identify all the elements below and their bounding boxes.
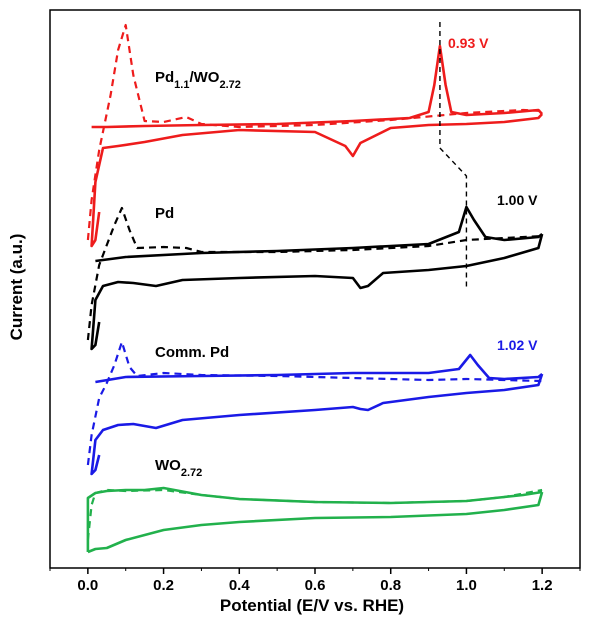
series-label: Pd1.1/WO2.72 xyxy=(155,69,241,91)
series-solid-forward xyxy=(87,491,544,554)
series-label-subscript: 2.72 xyxy=(219,79,240,91)
plot-frame xyxy=(49,9,581,569)
peak-guide-line xyxy=(439,22,468,290)
series-3 xyxy=(86,486,544,554)
x-tick-label: 0.4 xyxy=(229,577,251,594)
y-axis-title: Current (a.u.) xyxy=(7,234,26,341)
series-dashed xyxy=(86,340,543,466)
series-solid-forward xyxy=(91,44,544,129)
series-0 xyxy=(86,23,544,248)
series-label: WO2.72 xyxy=(155,457,202,479)
series-solid-reverse xyxy=(90,373,544,476)
x-tick-label: 1.2 xyxy=(532,577,553,594)
series-label-part: WO xyxy=(155,457,181,474)
series-dashed xyxy=(86,206,543,341)
series-solid-reverse xyxy=(90,233,544,351)
series-solid-reverse xyxy=(90,113,544,248)
x-tick-label: 0.6 xyxy=(305,577,326,594)
series-2 xyxy=(86,340,544,476)
x-tick-label: 0.8 xyxy=(380,577,401,594)
series-label-part: Pd xyxy=(155,69,174,86)
axes: 0.0 0.2 0.4 0.6 0.8 1.0 1.2 xyxy=(49,9,581,594)
series-label-subscript: 2.72 xyxy=(181,467,202,479)
x-axis-title: Potential (E/V vs. RHE) xyxy=(220,596,404,615)
plot-area xyxy=(86,23,544,554)
series-dashed xyxy=(86,23,543,241)
series-label-part: /WO xyxy=(189,69,219,86)
series-label: Comm. Pd xyxy=(155,344,229,361)
series-label: Pd xyxy=(155,205,174,222)
peak-label: 1.02 V xyxy=(497,337,538,353)
series-label-part: Pd xyxy=(155,205,174,222)
peak-label: 1.00 V xyxy=(497,192,538,208)
peak-label: 0.93 V xyxy=(448,35,489,51)
x-tick-label: 0.2 xyxy=(153,577,174,594)
series-label-part: Comm. Pd xyxy=(155,344,229,361)
x-tick-label: 0.0 xyxy=(77,577,98,594)
x-tick-label: 1.0 xyxy=(456,577,477,594)
series-label-subscript: 1.1 xyxy=(174,79,189,91)
series-solid-reverse xyxy=(86,486,543,552)
series-1 xyxy=(86,205,544,351)
